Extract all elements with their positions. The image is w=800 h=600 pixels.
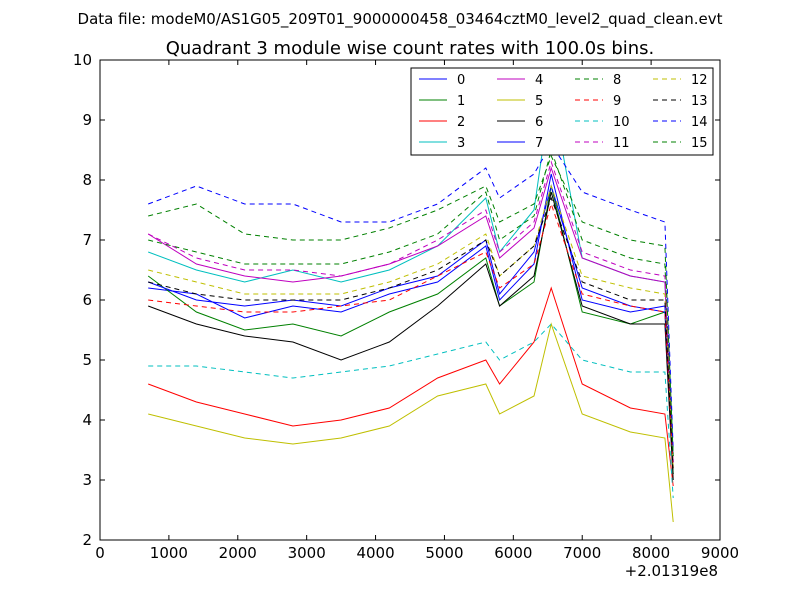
x-tick-label: 5000 bbox=[425, 544, 463, 562]
y-tick-label: 2 bbox=[82, 531, 92, 549]
axis-ticks: 0 1000 2000 3000 4000 5000 6000 7000 8000 9000 2 3 4… bbox=[73, 51, 739, 562]
x-tick-label: 9000 bbox=[701, 544, 739, 562]
series-line-14 bbox=[148, 143, 674, 451]
x-offset-label: +2.01319e8 bbox=[625, 562, 718, 580]
legend-label-9: 9 bbox=[613, 94, 621, 109]
legend-label-10: 10 bbox=[613, 115, 630, 130]
y-tick-label: 9 bbox=[82, 111, 92, 129]
legend-label-7: 7 bbox=[535, 136, 543, 151]
x-tick-label: 3000 bbox=[288, 544, 326, 562]
legend-label-2: 2 bbox=[457, 115, 465, 130]
x-tick-label: 1000 bbox=[150, 544, 188, 562]
legend-label-6: 6 bbox=[535, 115, 543, 130]
series-line-7 bbox=[148, 184, 674, 463]
series-line-0 bbox=[148, 173, 674, 469]
legend-label-4: 4 bbox=[535, 73, 543, 88]
legend-label-15: 15 bbox=[691, 136, 708, 151]
legend-box bbox=[410, 67, 714, 156]
y-tick-label: 4 bbox=[82, 411, 92, 429]
series-line-9 bbox=[148, 202, 674, 469]
series-line-1 bbox=[147, 185, 674, 475]
chart-title: Quadrant 3 module wise count rates with … bbox=[166, 38, 655, 59]
series-line-15 bbox=[148, 154, 674, 457]
series-line-5 bbox=[148, 322, 674, 523]
y-tick-label: 3 bbox=[82, 471, 92, 489]
x-tick-label: 7000 bbox=[563, 544, 601, 562]
x-tick-label: 0 bbox=[95, 544, 105, 562]
legend-label-13: 13 bbox=[691, 94, 708, 109]
y-tick-label: 7 bbox=[82, 231, 92, 249]
series-lines bbox=[147, 89, 674, 523]
series-line-4 bbox=[147, 166, 674, 463]
series-line-13 bbox=[148, 196, 674, 475]
series-line-2 bbox=[148, 286, 674, 487]
legend-label-3: 3 bbox=[457, 136, 465, 151]
x-tick-label: 2000 bbox=[219, 544, 257, 562]
legend-label-11: 11 bbox=[613, 136, 630, 151]
legend-label-12: 12 bbox=[691, 73, 708, 88]
x-tick-label: 6000 bbox=[494, 544, 532, 562]
series-line-10 bbox=[148, 323, 674, 499]
legend-label-14: 14 bbox=[691, 115, 708, 130]
x-tick-label: 8000 bbox=[632, 544, 670, 562]
legend-label-0: 0 bbox=[457, 73, 465, 88]
y-tick-label: 5 bbox=[82, 351, 92, 369]
y-tick-label: 10 bbox=[73, 51, 92, 69]
series-line-11 bbox=[147, 160, 674, 463]
series-line-8 bbox=[148, 148, 674, 457]
y-tick-label: 6 bbox=[82, 291, 92, 309]
x-tick-label: 4000 bbox=[356, 544, 394, 562]
legend-label-1: 1 bbox=[457, 94, 465, 109]
y-tick-label: 8 bbox=[82, 171, 92, 189]
legend-label-8: 8 bbox=[613, 73, 621, 88]
legend-label-5: 5 bbox=[535, 94, 543, 109]
data-file-header: Data file: modeM0/AS1G05_209T01_90000004… bbox=[78, 10, 723, 29]
series-line-6 bbox=[148, 191, 674, 481]
series-line-12 bbox=[148, 184, 674, 469]
